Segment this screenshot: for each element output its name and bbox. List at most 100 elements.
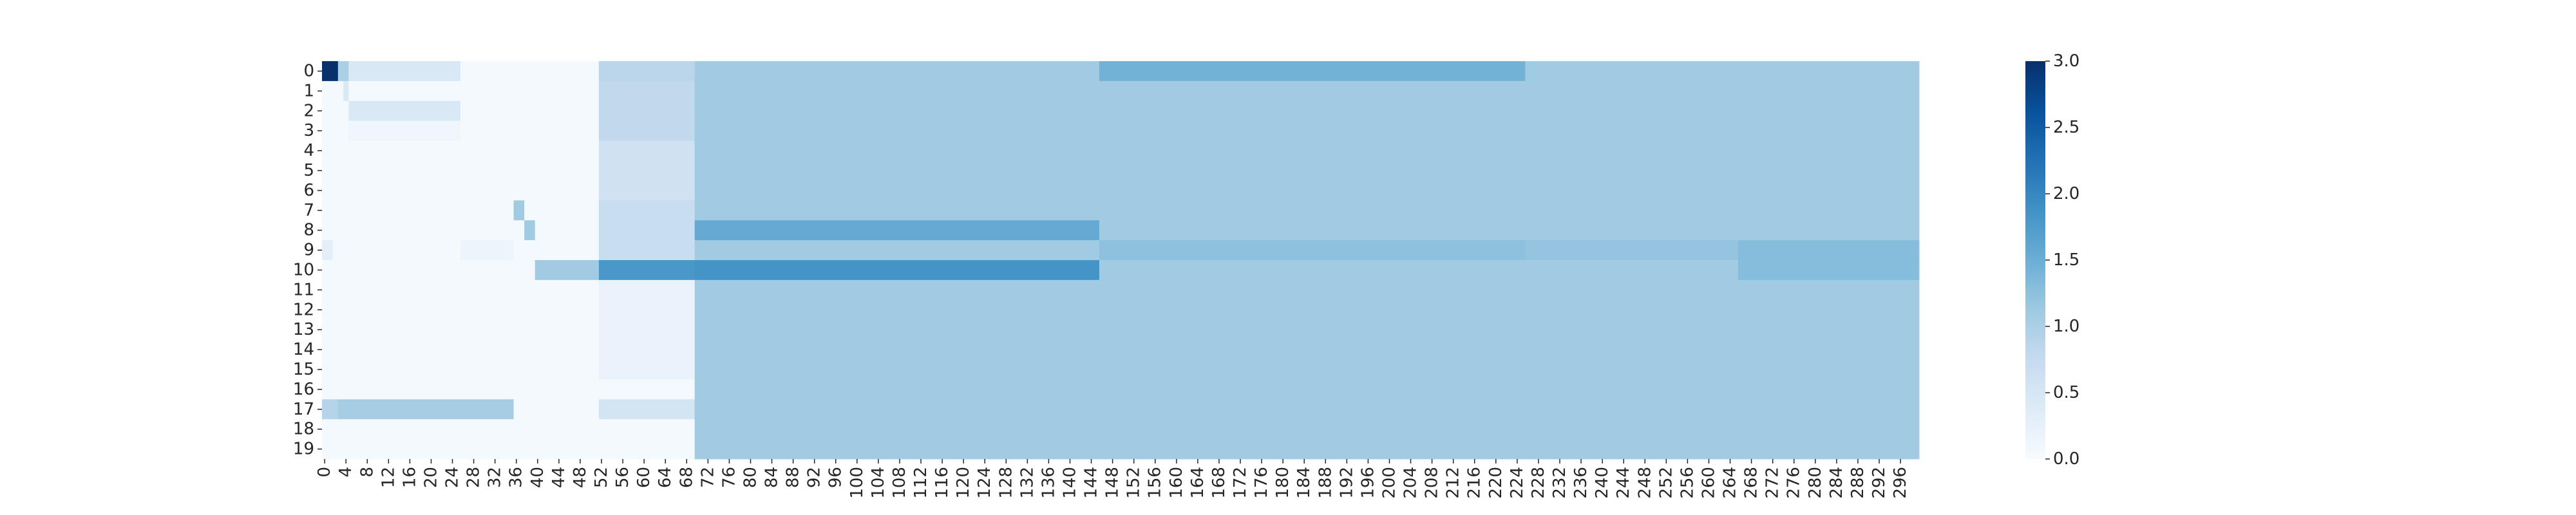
x-tick-label: 216 [1465, 467, 1484, 499]
x-tick-label: 272 [1763, 467, 1783, 499]
heatmap-cell [598, 260, 696, 281]
x-tick-label: 136 [1039, 467, 1058, 499]
heatmap-cell [598, 220, 696, 241]
heatmap-cell [598, 120, 696, 141]
x-tick-label: 100 [848, 467, 867, 499]
x-tick-label: 4 [336, 467, 355, 478]
heatmap-cell [535, 260, 600, 281]
heatmap-cell [535, 220, 600, 241]
x-tick-label: 28 [464, 467, 484, 488]
x-tick-label: 0 [315, 467, 334, 478]
x-tick-label: 40 [528, 467, 547, 488]
y-tick-label: 12 [293, 300, 314, 319]
x-tick-label: 32 [486, 467, 505, 488]
y-tick-label: 17 [293, 400, 314, 419]
x-tick-label: 236 [1571, 467, 1591, 499]
x-tick-label: 36 [507, 467, 526, 488]
x-tick-label: 244 [1614, 467, 1633, 499]
x-tick-label: 88 [784, 467, 803, 488]
x-tick-label: 208 [1423, 467, 1442, 499]
colorbar-tick-label: 3.0 [2053, 52, 2079, 71]
heatmap-cell [694, 140, 1920, 161]
y-tick-label: 19 [293, 440, 314, 459]
x-tick-label: 92 [805, 467, 824, 488]
x-tick-label: 64 [656, 467, 675, 488]
heatmap-cell [348, 120, 461, 141]
x-tick-label: 220 [1486, 467, 1506, 499]
x-tick-label: 268 [1742, 467, 1761, 499]
x-tick-label: 60 [634, 467, 654, 488]
heatmap-cell [322, 439, 696, 460]
heatmap-cell [1099, 240, 1526, 261]
x-tick-label: 52 [592, 467, 611, 488]
heatmap-cell [598, 160, 696, 181]
colorbar-tick-label: 2.5 [2053, 118, 2079, 137]
heatmap-cell [337, 399, 514, 420]
heatmap-cell [694, 120, 1920, 141]
heatmap-cell [694, 339, 1920, 360]
x-tick-label: 200 [1379, 467, 1399, 499]
colorbar-tick-label: 1.5 [2053, 250, 2079, 270]
colorbar-tick-label: 0.5 [2053, 383, 2079, 402]
heatmap-cell [1525, 240, 1739, 261]
x-tick-label: 144 [1082, 467, 1101, 499]
heatmap-cell [322, 140, 600, 161]
y-tick-label: 8 [303, 221, 314, 240]
y-tick-label: 15 [293, 360, 314, 379]
x-tick-label: 44 [549, 467, 569, 488]
x-tick-label: 248 [1635, 467, 1654, 499]
x-tick-label: 148 [1103, 467, 1122, 499]
x-tick-label: 232 [1550, 467, 1569, 499]
x-tick-label: 256 [1678, 467, 1697, 499]
x-tick-label: 128 [996, 467, 1016, 499]
x-tick-label: 252 [1656, 467, 1676, 499]
x-tick-label: 80 [741, 467, 760, 488]
x-tick-label: 8 [357, 467, 377, 478]
heatmap-cell [694, 220, 1100, 241]
x-tick-label: 112 [911, 467, 931, 499]
y-tick-label: 14 [293, 340, 314, 359]
x-tick-label: 132 [1018, 467, 1037, 499]
x-tick-label: 96 [826, 467, 846, 488]
x-axis: 0 4 8 12 16 20 24 28 32 36 40 44 48 52 56 60 64 68 72 76 80 8… [315, 459, 1910, 499]
x-tick-label: 152 [1124, 467, 1144, 499]
x-tick-label: 192 [1337, 467, 1356, 499]
heatmap-cell [694, 319, 1920, 340]
heatmap-cell [322, 200, 514, 221]
heatmap-cell [1738, 240, 1920, 261]
heatmap-cell [322, 100, 349, 122]
x-tick-label: 264 [1721, 467, 1740, 499]
heatmap-cell [598, 399, 696, 420]
heatmap-cell [694, 279, 1920, 301]
x-tick-label: 228 [1529, 467, 1548, 499]
y-tick-label: 1 [303, 81, 314, 100]
x-tick-label: 156 [1146, 467, 1165, 499]
heatmap-cell [694, 299, 1920, 321]
heatmap-cell [348, 100, 461, 122]
colorbar-tick-label: 1.0 [2053, 317, 2079, 336]
heatmap-cell [322, 61, 339, 82]
x-tick-label: 116 [933, 467, 952, 499]
x-tick-label: 20 [421, 467, 440, 488]
heatmap-cell [598, 80, 696, 102]
y-tick-label: 18 [293, 420, 314, 439]
x-tick-label: 296 [1891, 467, 1910, 499]
x-tick-label: 172 [1231, 467, 1250, 499]
y-tick-label: 7 [303, 201, 314, 220]
heatmap-cell [460, 100, 600, 122]
y-tick-label: 6 [303, 181, 314, 200]
x-tick-label: 16 [400, 467, 419, 488]
x-tick-label: 84 [762, 467, 782, 488]
heatmap-cell [1099, 61, 1526, 82]
heatmap-cell [322, 379, 696, 400]
heatmap-cell [348, 61, 461, 82]
heatmap-cell [598, 339, 696, 360]
heatmap-cells [322, 61, 1920, 460]
heatmap-cell [1099, 260, 1739, 281]
heatmap-cell [598, 140, 696, 161]
x-tick-label: 288 [1848, 467, 1868, 499]
x-tick-label: 120 [954, 467, 973, 499]
x-tick-label: 260 [1699, 467, 1718, 499]
y-tick-label: 4 [303, 141, 314, 160]
x-tick-label: 164 [1188, 467, 1208, 499]
